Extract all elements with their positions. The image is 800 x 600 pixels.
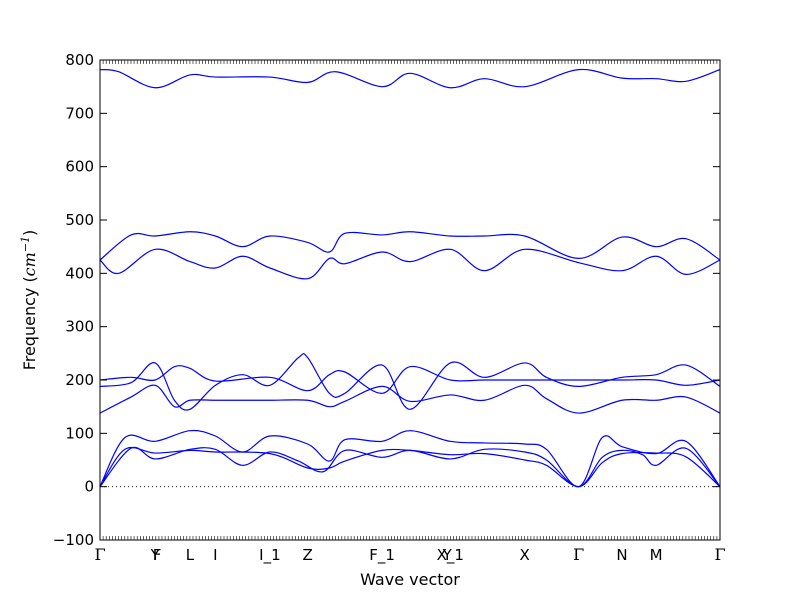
phonon-band-2 [99,446,721,488]
phonon-band-6 [99,365,721,394]
x-tick-label: F [153,546,162,564]
bands-layer [99,68,721,488]
phonon-band-5 [99,353,721,411]
phonon-band-3 [99,429,721,488]
y-axis-label-unit: cm [20,252,39,276]
x-tick-label: I [213,546,217,564]
phonon-band-8 [99,231,721,261]
y-tick-label: 400 [65,264,94,282]
y-tick-label: 200 [65,371,94,389]
y-axis-label: Frequency (cm−1) [19,230,39,371]
x-tick-label: Γ [714,545,725,564]
x-tick-label: I_1 [259,546,280,565]
x-tick-label: Γ [573,545,584,564]
phonon-band-4 [99,384,721,414]
x-tick-label: N [616,546,627,564]
x-tick-label: Z [303,546,313,564]
x-tick-label: L [186,546,195,564]
y-tick-label: 0 [84,478,94,496]
y-tick-label: 300 [65,318,94,336]
y-axis-label-exponent: −1 [19,236,32,252]
x-tick-label: Y [150,546,161,564]
x-tick-label: F_1 [369,546,395,565]
y-tick-label: 500 [65,211,94,229]
y-tick-label: 100 [65,424,94,442]
phonon-band-7 [99,248,721,280]
x-tick-label: M [650,546,663,564]
x-tick-label: X_1 [437,546,464,565]
phonon-band-9 [99,68,721,89]
x-tick-label: X [520,546,530,564]
y-tick-label: 800 [65,51,94,69]
x-axis-label: Wave vector [360,570,460,589]
y-tick-label: 700 [65,104,94,122]
y-axis-label-suffix: ) [20,230,39,236]
y-tick-label: −100 [53,531,94,549]
plot-frame [99,59,721,541]
x-tick-label: Γ [94,545,105,564]
y-tick-label: 600 [65,158,94,176]
x-tick-label: Y [442,546,453,564]
ticks-layer [99,59,721,541]
y-axis-label-prefix: Frequency ( [20,276,39,370]
